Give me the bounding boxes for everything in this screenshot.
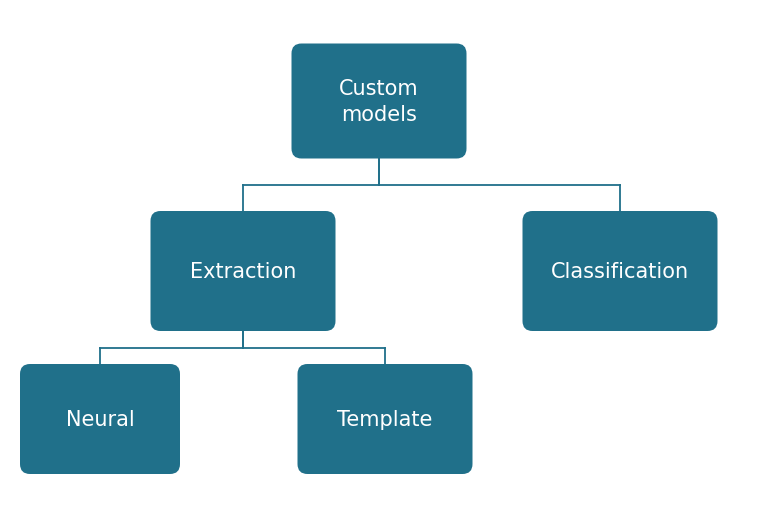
FancyBboxPatch shape: [297, 364, 472, 474]
Text: Classification: Classification: [551, 262, 689, 281]
FancyBboxPatch shape: [151, 212, 336, 331]
Text: Custom
models: Custom models: [339, 79, 419, 125]
FancyBboxPatch shape: [20, 364, 180, 474]
FancyBboxPatch shape: [292, 44, 466, 159]
Text: Extraction: Extraction: [190, 262, 296, 281]
FancyBboxPatch shape: [522, 212, 718, 331]
Text: Neural: Neural: [66, 409, 134, 429]
Text: Template: Template: [337, 409, 433, 429]
